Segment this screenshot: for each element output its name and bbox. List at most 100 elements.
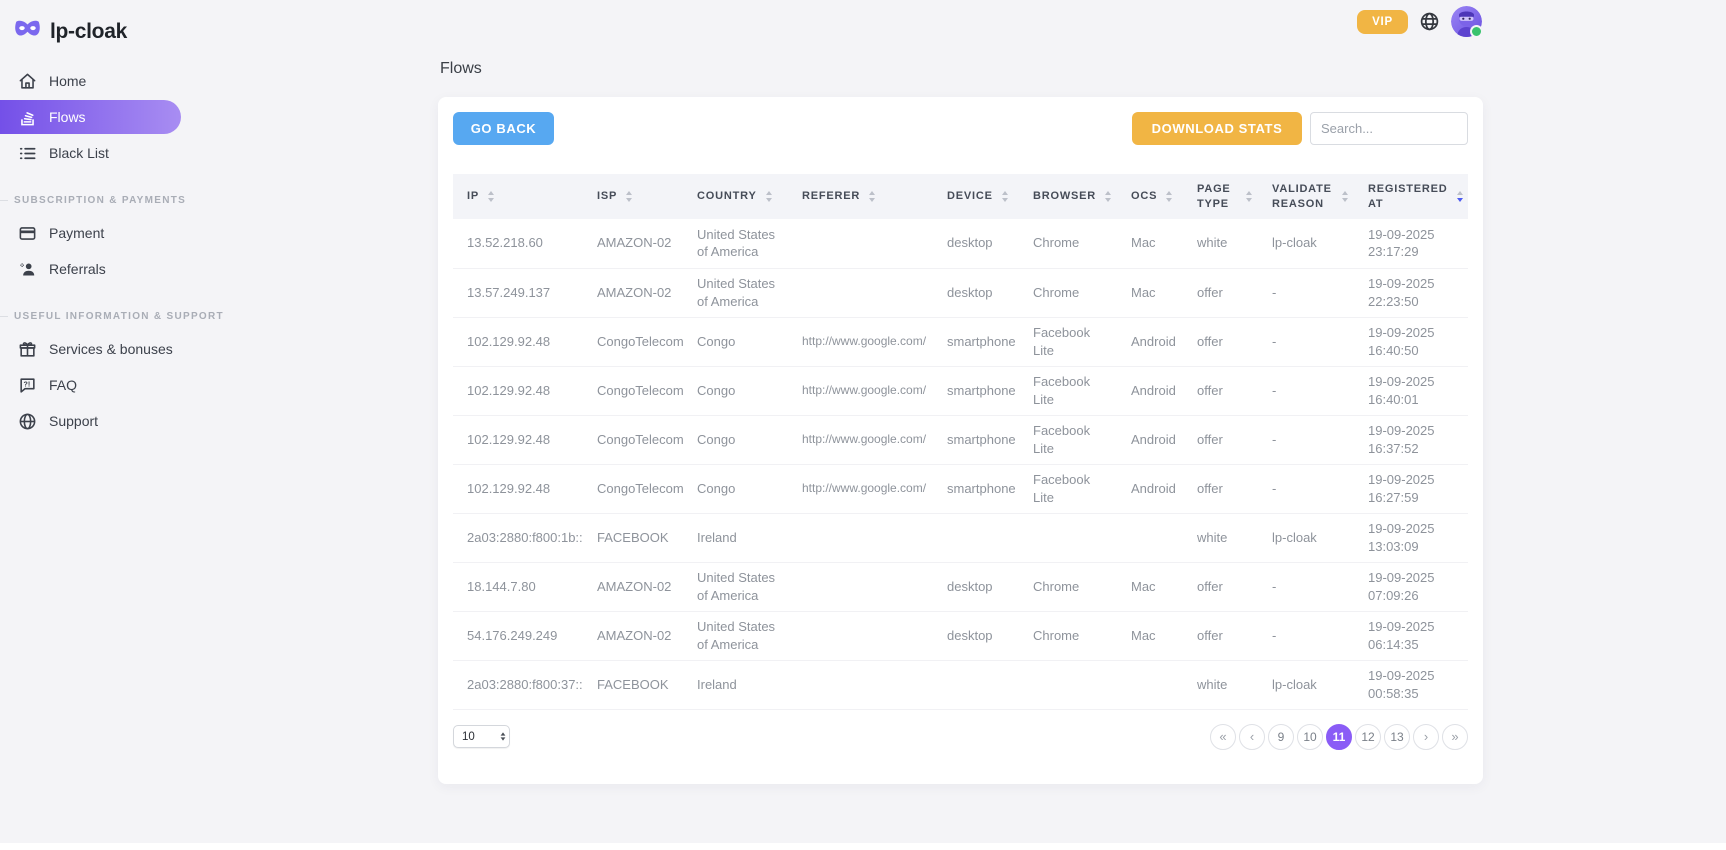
column-header-ocs[interactable]: OCS [1117,174,1183,219]
cell-device: desktop [933,562,1019,612]
cell-registered-at: 19-09-2025 07:09:26 [1354,562,1468,612]
gift-icon [17,339,37,359]
sidebar-item-black-list[interactable]: Black List [0,136,200,170]
cell-page-type: offer [1183,415,1258,465]
topbar: VIP [1357,6,1483,38]
sidebar-item-label: Flows [49,109,86,125]
section-title: USEFUL INFORMATION & SUPPORT [14,310,224,322]
flows-table: IP ISP COUNTRY REFERER DEVICE BROWSER OC… [453,174,1468,710]
support-globe-icon [17,411,37,431]
sidebar-item-payment[interactable]: Payment [0,216,200,250]
cell-device: desktop [933,219,1019,269]
sidebar-item-home[interactable]: Home [0,64,200,98]
cell-country: Ireland [683,660,788,710]
cell-isp: AMAZON-02 [583,562,683,612]
pagination-page-10[interactable]: 10 [1297,723,1323,750]
svg-text:?!: ?! [23,380,30,388]
cell-ocs: Android [1117,366,1183,416]
cell-validate-reason: lp-cloak [1258,660,1354,710]
home-icon [17,71,37,91]
cell-ocs: Android [1117,317,1183,367]
cell-country: Congo [683,366,788,416]
cell-registered-at: 19-09-2025 23:17:29 [1354,219,1468,269]
download-stats-button[interactable]: DOWNLOAD STATS [1132,112,1302,145]
vip-button[interactable]: VIP [1357,9,1408,34]
search-input[interactable] [1310,112,1468,145]
brand-logo[interactable]: lp-cloak [0,0,200,56]
cell-registered-at: 19-09-2025 22:23:50 [1354,268,1468,318]
cell-referer [788,562,933,612]
cell-page-type: white [1183,219,1258,269]
cell-page-type: offer [1183,562,1258,612]
cell-isp: FACEBOOK [583,660,683,710]
cell-browser [1019,660,1117,710]
pagination-last-button[interactable]: » [1442,723,1468,750]
cell-registered-at: 19-09-2025 00:58:35 [1354,660,1468,710]
sidebar-item-label: Black List [49,145,109,161]
sidebar-item-services-bonuses[interactable]: Services & bonuses [0,332,200,366]
table-row: 13.57.249.137 AMAZON-02 United States of A… [453,268,1468,318]
stepper-arrows-icon [500,732,506,742]
pagination-page-11-active[interactable]: 11 [1326,723,1352,750]
flows-icon [17,107,37,127]
cell-referer [788,611,933,661]
cell-browser: Chrome [1019,611,1117,661]
sort-icon [869,191,876,202]
sidebar-item-label: Referrals [49,261,106,277]
column-header-referer[interactable]: REFERER [788,174,933,219]
pagination-prev-button[interactable]: ‹ [1239,723,1265,750]
cell-ip: 102.129.92.48 [453,464,583,514]
go-back-button[interactable]: GO BACK [453,112,554,145]
page-size-select[interactable]: 10 [453,725,510,748]
cell-ip: 102.129.92.48 [453,366,583,416]
cell-page-type: offer [1183,611,1258,661]
sidebar-item-faq[interactable]: ?! FAQ [0,368,200,402]
sidebar-item-support[interactable]: Support [0,404,200,438]
mask-logo-icon [14,20,41,44]
user-avatar[interactable] [1451,6,1483,38]
column-header-device[interactable]: DEVICE [933,174,1019,219]
cell-isp: CongoTelecom [583,366,684,416]
page-size-value: 10 [462,730,475,743]
column-header-country[interactable]: COUNTRY [683,174,788,219]
sidebar-item-label: Home [49,73,87,89]
cell-device [933,513,1019,563]
cell-ocs: Android [1117,415,1183,465]
cell-page-type: offer [1183,268,1258,318]
column-header-registered-at[interactable]: REGISTERED AT [1354,174,1468,219]
pagination-page-9[interactable]: 9 [1268,723,1294,750]
cell-ip: 54.176.249.249 [453,611,583,661]
table-row: 54.176.249.249 AMAZON-02 United States of … [453,611,1468,661]
flows-card: GO BACK DOWNLOAD STATS IP ISP COUNTRY RE… [438,97,1483,784]
column-header-browser[interactable]: BROWSER [1019,174,1117,219]
cell-ip: 2a03:2880:f800:1b:: [453,513,583,563]
column-header-validate-reason[interactable]: VALIDATE REASON [1258,174,1354,219]
table-row: 102.129.92.48 CongoTelecom Congo http://www… [453,317,1468,367]
cell-country: United States of America [683,219,788,269]
language-globe-icon[interactable] [1419,11,1440,32]
column-header-isp[interactable]: ISP [583,174,683,219]
cell-ocs [1117,513,1183,563]
cell-validate-reason: - [1258,611,1354,661]
sort-icon [1001,191,1008,202]
column-header-ip[interactable]: IP [453,174,583,219]
cell-referer: http://www.google.com/ [788,317,933,367]
column-header-page-type[interactable]: PAGE TYPE [1183,174,1258,219]
sort-icon [1342,191,1348,202]
cell-browser: Chrome [1019,562,1117,612]
cell-isp: CongoTelecom [583,464,684,514]
cell-validate-reason: - [1258,268,1354,318]
sidebar-item-label: Payment [49,225,105,241]
table-row: 13.52.218.60 AMAZON-02 United States of Am… [453,219,1468,269]
sidebar-item-referrals[interactable]: Referrals [0,252,200,286]
pagination-next-button[interactable]: › [1413,723,1439,750]
pagination-first-button[interactable]: « [1210,723,1236,750]
cell-browser: Chrome [1019,268,1117,318]
pagination-page-13[interactable]: 13 [1384,723,1410,750]
cell-registered-at: 19-09-2025 16:37:52 [1354,415,1468,465]
pagination-page-12[interactable]: 12 [1355,723,1381,750]
sidebar-item-flows[interactable]: Flows [0,100,181,134]
table-row: 102.129.92.48 CongoTelecom Congo http://www… [453,415,1468,465]
cell-isp: FACEBOOK [583,513,683,563]
